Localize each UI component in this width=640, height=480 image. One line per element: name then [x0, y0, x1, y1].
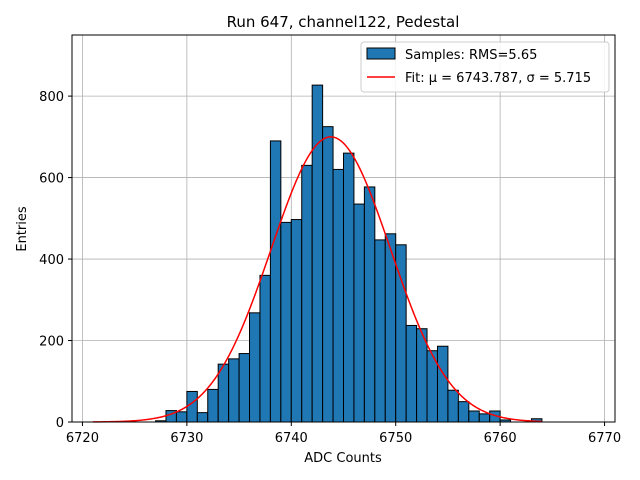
x-tick-label: 6760	[484, 431, 517, 446]
histogram-bar	[405, 324, 418, 423]
plot-frame	[71, 34, 616, 423]
legend-box	[360, 41, 610, 93]
histogram-bar	[457, 401, 470, 423]
y-axis-ticks: 0 200 400 600 800	[39, 90, 72, 431]
histogram-bar	[238, 353, 251, 423]
histogram-bar	[186, 390, 198, 423]
legend-fit-label: Fit: μ = 6743.787, σ = 5.715	[405, 71, 591, 86]
histogram-bar	[175, 411, 188, 423]
histogram-bar	[374, 239, 386, 423]
legend: Samples: RMS=5.65 Fit: μ = 6743.787, σ =…	[360, 41, 610, 93]
histogram-bar	[280, 221, 292, 423]
histogram-bar	[322, 126, 334, 423]
y-tick-label: 800	[39, 90, 64, 105]
x-tick-label: 6720	[66, 431, 99, 446]
legend-histogram-label: Samples: RMS=5.65	[405, 48, 537, 63]
histogram-bar	[478, 413, 491, 423]
x-axis-ticks: 6720 6730 6740 6750 6760 6770	[66, 422, 621, 446]
x-tick-label: 6740	[275, 431, 308, 446]
x-tick-label: 6730	[170, 431, 203, 446]
legend-histogram-swatch	[366, 47, 396, 60]
histogram-bar	[363, 186, 376, 423]
histogram-bar	[447, 389, 459, 423]
histogram-bar	[395, 244, 407, 423]
histogram-bar	[436, 345, 449, 423]
histogram-bar	[228, 358, 240, 423]
histogram-bar	[353, 203, 365, 423]
histogram-bar	[269, 140, 282, 423]
y-tick-label: 0	[56, 416, 64, 431]
histogram-bar	[259, 274, 271, 423]
histogram-bar	[311, 84, 324, 423]
histogram-bar	[416, 328, 428, 423]
y-tick-label: 600	[39, 172, 64, 187]
histogram-bar	[196, 412, 209, 423]
histogram-bar	[301, 164, 313, 423]
y-tick-label: 200	[39, 335, 64, 350]
y-axis-label: Entries	[15, 206, 30, 252]
histogram-bar	[249, 312, 261, 423]
x-axis-label: ADC Counts	[304, 451, 382, 466]
histogram-bar	[343, 152, 355, 423]
histogram-bar	[384, 233, 397, 423]
histogram-bar	[468, 410, 480, 423]
histogram-bars	[155, 84, 543, 423]
y-tick-label: 400	[39, 253, 64, 268]
chart-title: Run 647, channel122, Pedestal	[227, 13, 460, 31]
histogram-bar	[290, 219, 303, 423]
histogram-bar	[332, 168, 344, 423]
x-tick-label: 6750	[379, 431, 412, 446]
x-tick-label: 6770	[588, 431, 621, 446]
histogram-bar	[207, 388, 219, 423]
fit-curve	[92, 136, 542, 423]
